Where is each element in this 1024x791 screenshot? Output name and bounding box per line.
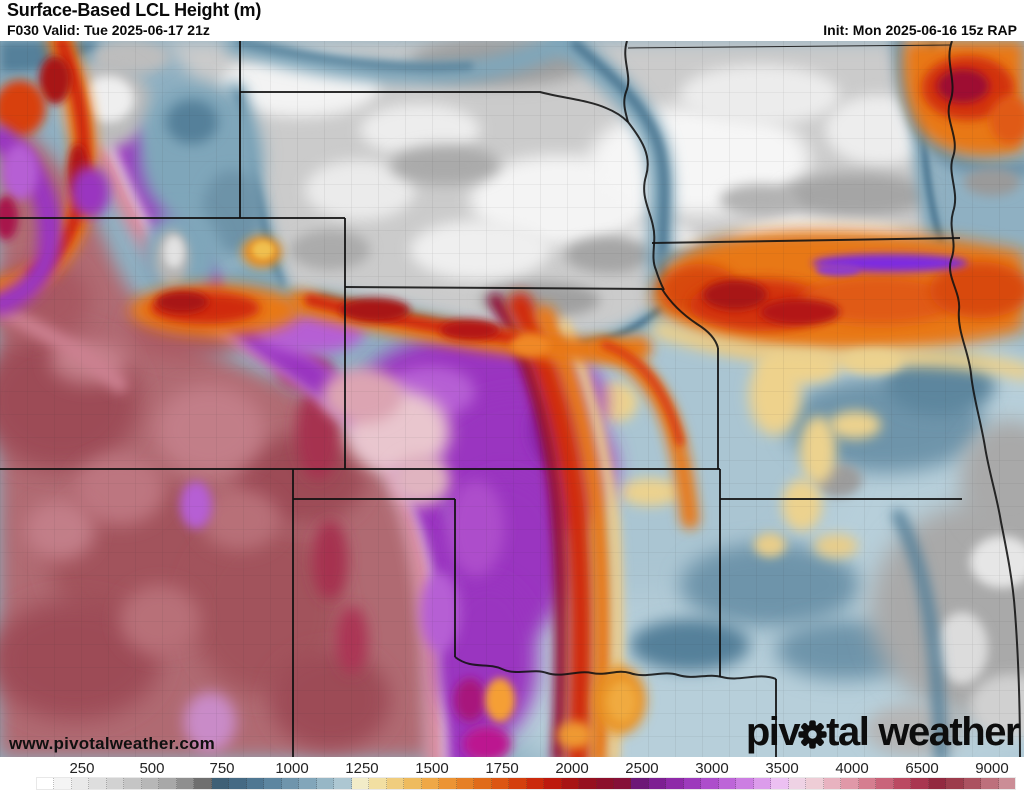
colorbar-swatch bbox=[666, 778, 684, 789]
colorbar-swatch bbox=[124, 778, 142, 789]
colorbar-swatch bbox=[648, 778, 667, 789]
colorbar-swatch bbox=[211, 778, 230, 789]
state-border-line bbox=[240, 91, 629, 123]
colorbar-swatch bbox=[351, 778, 370, 789]
state-border-line bbox=[623, 41, 630, 123]
colorbar-swatch bbox=[981, 778, 999, 789]
state-border-line bbox=[454, 656, 777, 680]
colorbar-swatch bbox=[316, 778, 335, 789]
colorbar-swatch bbox=[561, 778, 580, 789]
colorbar-swatch bbox=[771, 778, 789, 789]
colorbar-swatch bbox=[911, 778, 929, 789]
colorbar-swatch bbox=[579, 778, 597, 789]
colorbar-swatch bbox=[526, 778, 545, 789]
colorbar-tick-label: 1000 bbox=[275, 760, 309, 777]
colorbar-tick-label: 4000 bbox=[835, 760, 869, 777]
init-time-label: Init: Mon 2025-06-16 15z RAP bbox=[823, 22, 1017, 38]
colorbar-tick-label: 1250 bbox=[345, 760, 379, 777]
colorbar-swatch bbox=[369, 778, 387, 789]
state-border-line bbox=[947, 41, 1021, 757]
colorbar-swatch bbox=[806, 778, 824, 789]
colorbar-swatches bbox=[36, 777, 1016, 790]
colorbar-swatch bbox=[736, 778, 754, 789]
state-border-line bbox=[627, 44, 951, 49]
colorbar-tick-label: 2000 bbox=[555, 760, 589, 777]
colorbar-swatch bbox=[141, 778, 160, 789]
colorbar-swatch bbox=[54, 778, 72, 789]
colorbar-swatch bbox=[404, 778, 422, 789]
valid-time-label: F030 Valid: Tue 2025-06-17 21z bbox=[7, 22, 210, 38]
colorbar-swatch bbox=[421, 778, 440, 789]
colorbar: 250 500 750 1000 1250 1500 1750 2000 2500 3000 350… bbox=[0, 757, 1024, 791]
colorbar-swatch bbox=[491, 778, 510, 789]
colorbar-swatch bbox=[37, 778, 55, 789]
colorbar-swatch bbox=[456, 778, 475, 789]
header: Surface-Based LCL Height (m) F030 Valid:… bbox=[0, 0, 1024, 41]
colorbar-swatch bbox=[264, 778, 282, 789]
colorbar-swatch bbox=[631, 778, 649, 789]
colorbar-swatch bbox=[823, 778, 842, 789]
gear-icon bbox=[798, 719, 827, 749]
colorbar-swatch bbox=[613, 778, 632, 789]
colorbar-swatch bbox=[299, 778, 317, 789]
logo-text-piv: piv bbox=[745, 710, 801, 754]
watermark-url: www.pivotalweather.com bbox=[9, 734, 215, 753]
map-contours bbox=[0, 41, 1024, 757]
colorbar-swatch bbox=[334, 778, 352, 789]
colorbar-swatch bbox=[439, 778, 457, 789]
colorbar-swatch bbox=[876, 778, 894, 789]
lcl-height-map: www.pivotalweather.com piv bbox=[0, 41, 1024, 757]
colorbar-swatch bbox=[596, 778, 614, 789]
colorbar-swatch bbox=[71, 778, 90, 789]
colorbar-swatch bbox=[788, 778, 807, 789]
state-border-line bbox=[627, 121, 665, 291]
colorbar-swatch bbox=[106, 778, 125, 789]
colorbar-swatch bbox=[718, 778, 737, 789]
colorbar-swatch bbox=[474, 778, 492, 789]
logo-text-tal: tal bbox=[826, 710, 870, 754]
colorbar-tick-label: 250 bbox=[69, 760, 95, 777]
colorbar-swatch bbox=[893, 778, 912, 789]
colorbar-tick-label: 9000 bbox=[975, 760, 1009, 777]
colorbar-swatch bbox=[386, 778, 405, 789]
colorbar-tick-label: 750 bbox=[209, 760, 235, 777]
pivotal-weather-logo: piv bbox=[745, 710, 1021, 754]
colorbar-swatch bbox=[928, 778, 947, 789]
colorbar-labels: 250 500 750 1000 1250 1500 1750 2000 2500 3000 350… bbox=[36, 760, 1014, 777]
colorbar-swatch bbox=[701, 778, 719, 789]
colorbar-tick-label: 6500 bbox=[905, 760, 939, 777]
colorbar-swatch bbox=[753, 778, 772, 789]
colorbar-tick-label: 500 bbox=[139, 760, 165, 777]
colorbar-swatch bbox=[194, 778, 212, 789]
colorbar-swatch bbox=[683, 778, 702, 789]
colorbar-swatch bbox=[229, 778, 247, 789]
colorbar-tick-label: 2500 bbox=[625, 760, 659, 777]
colorbar-swatch bbox=[246, 778, 265, 789]
colorbar-swatch bbox=[176, 778, 195, 789]
colorbar-swatch bbox=[841, 778, 859, 789]
colorbar-swatch bbox=[946, 778, 964, 789]
state-border-line bbox=[344, 286, 663, 290]
colorbar-tick-label: 3500 bbox=[765, 760, 799, 777]
colorbar-tick-label: 1500 bbox=[415, 760, 449, 777]
colorbar-swatch bbox=[858, 778, 877, 789]
colorbar-swatch bbox=[544, 778, 562, 789]
colorbar-tick-label: 1750 bbox=[485, 760, 519, 777]
logo-text-weather: weather bbox=[878, 710, 1020, 754]
colorbar-swatch bbox=[89, 778, 107, 789]
colorbar-swatch bbox=[509, 778, 527, 789]
colorbar-swatch bbox=[963, 778, 982, 789]
colorbar-swatch bbox=[998, 778, 1016, 789]
colorbar-swatch bbox=[159, 778, 177, 789]
page-title: Surface-Based LCL Height (m) bbox=[7, 0, 262, 20]
state-border-line bbox=[651, 237, 961, 244]
colorbar-swatch bbox=[281, 778, 300, 789]
colorbar-tick-label: 3000 bbox=[695, 760, 729, 777]
state-border-line bbox=[661, 288, 719, 349]
